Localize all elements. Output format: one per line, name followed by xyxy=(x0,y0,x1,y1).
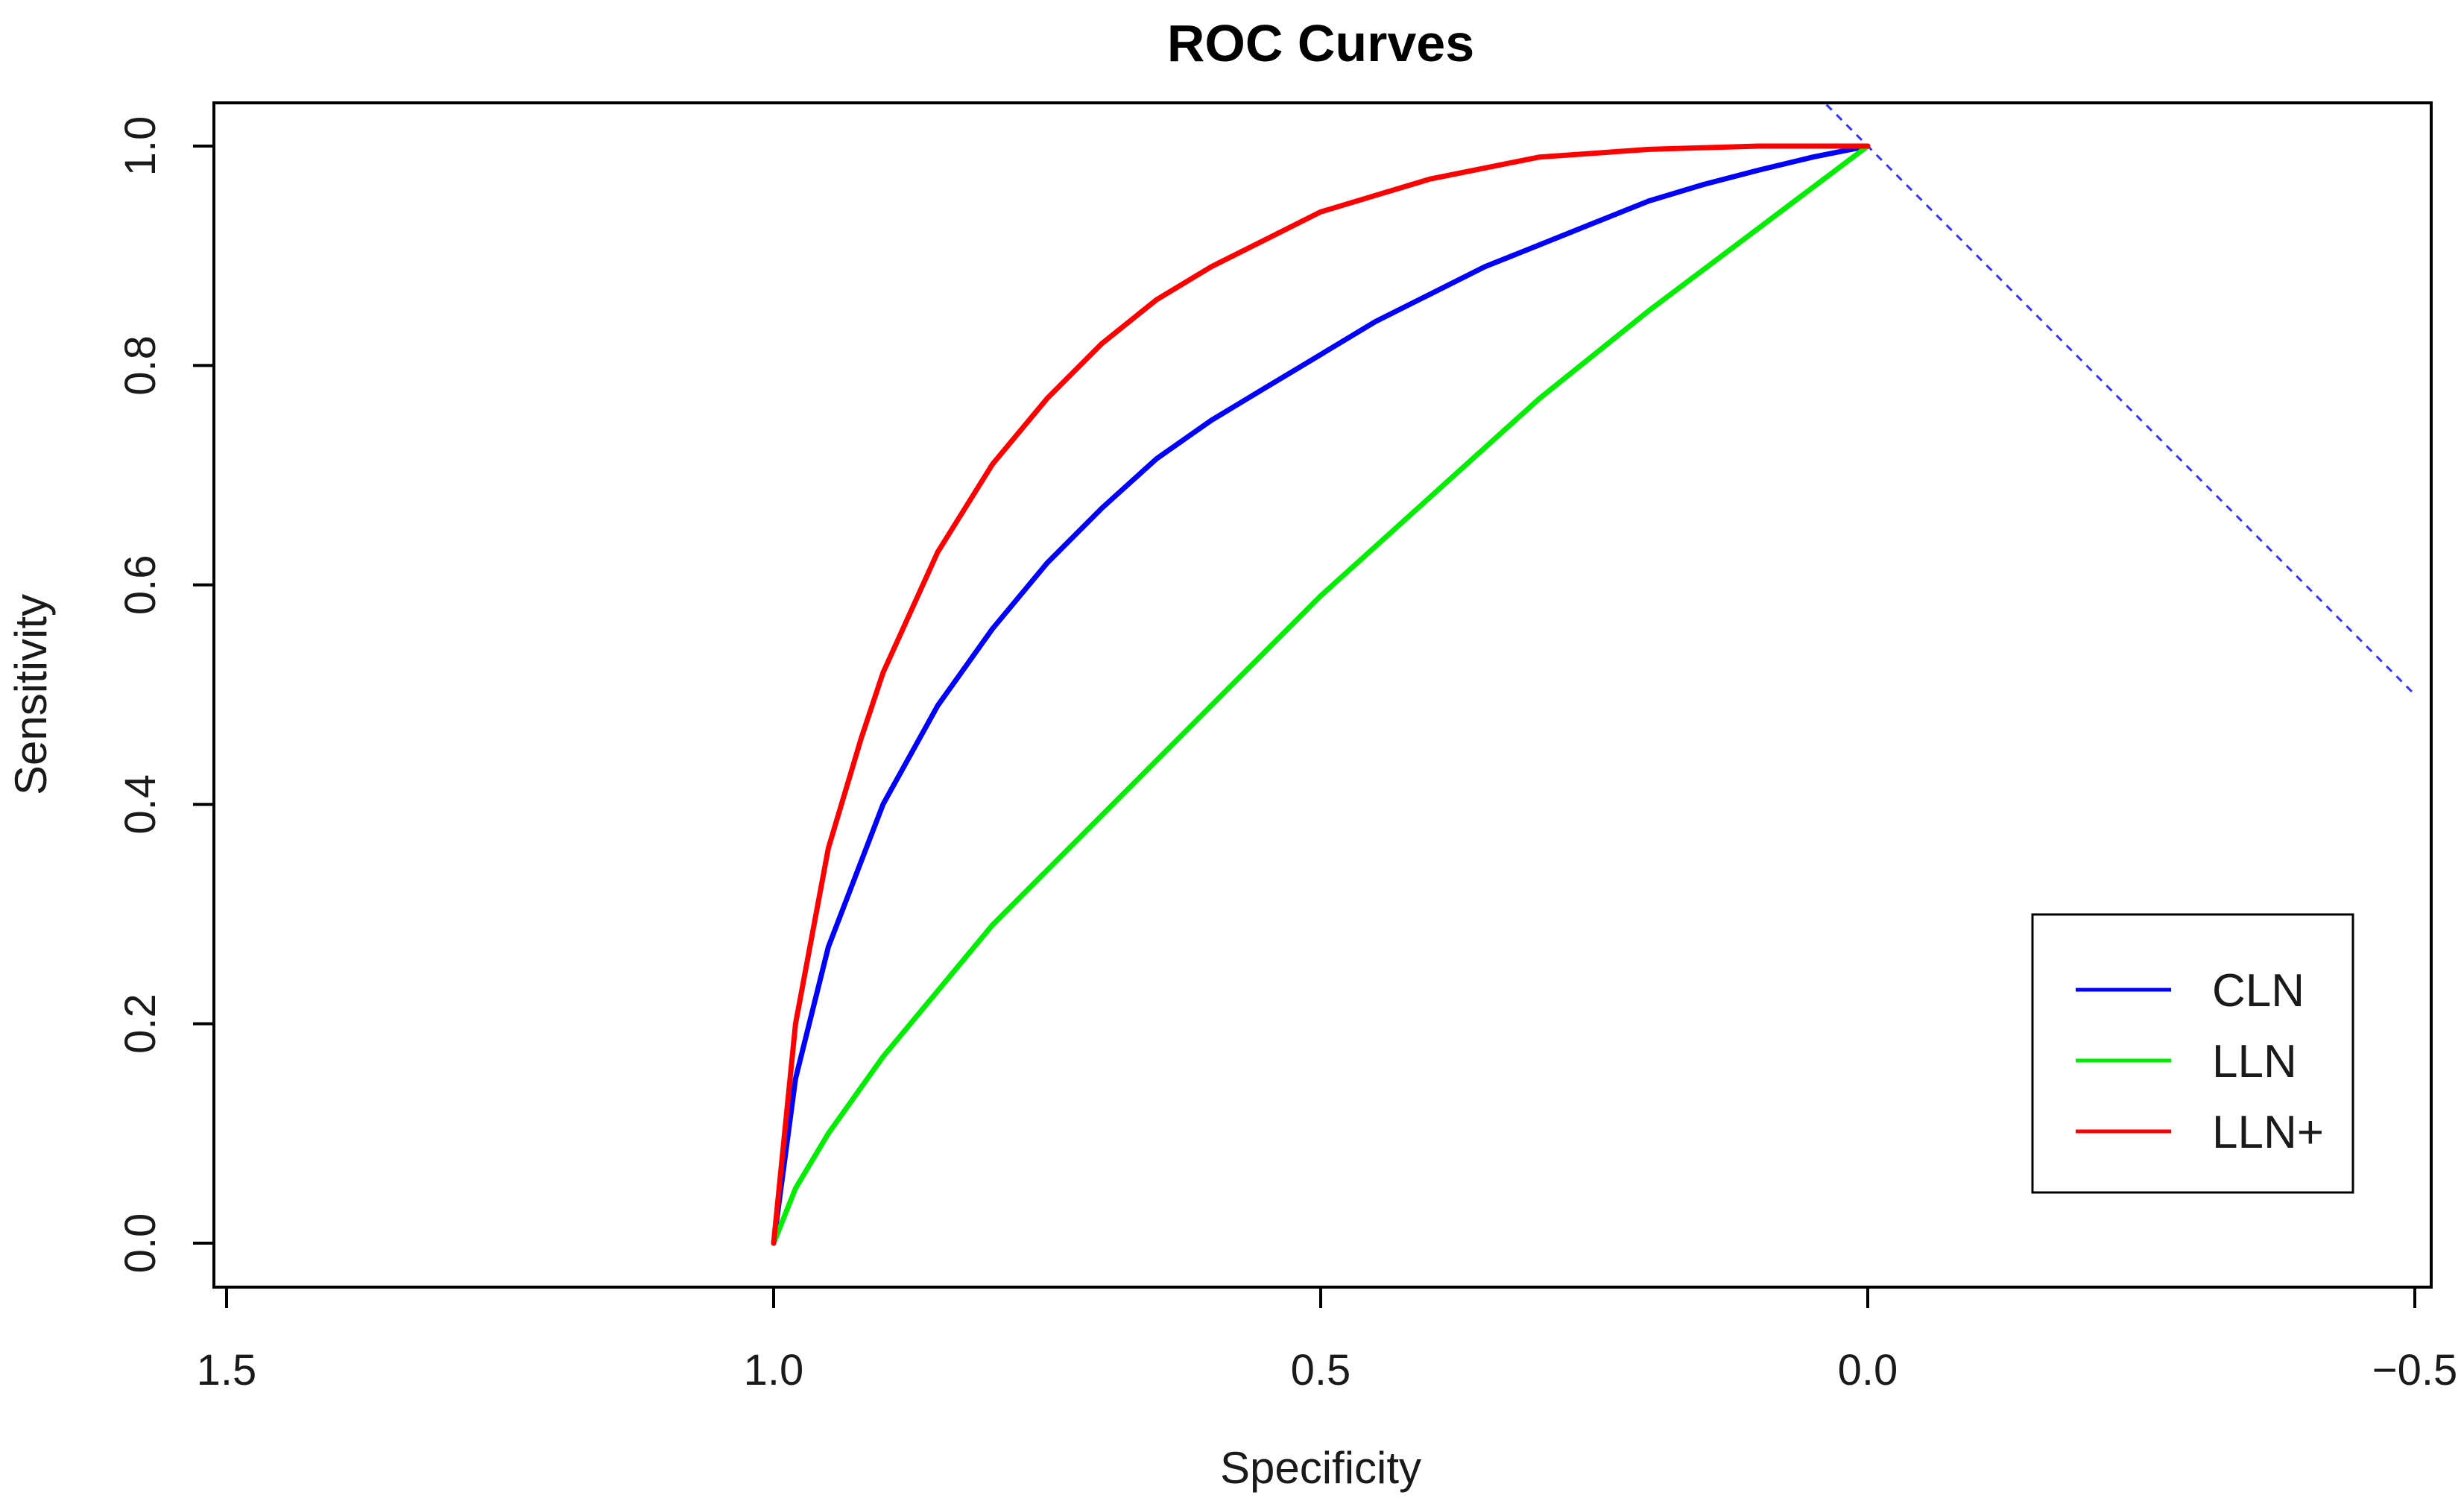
legend-label-lln-plus: LLN+ xyxy=(2212,1107,2324,1158)
y-tick-label: 0.6 xyxy=(116,555,165,615)
legend-box xyxy=(2031,913,2354,1194)
roc-line-lln-plus xyxy=(771,143,1871,1246)
x-tick-label: 1.0 xyxy=(744,1346,804,1394)
y-tick-label: 0.0 xyxy=(116,1213,165,1274)
x-tick-label: 1.5 xyxy=(197,1346,257,1394)
y-tick-label: 0.4 xyxy=(116,774,165,835)
y-tick-label: 1.0 xyxy=(116,116,165,177)
y-tick-label: 0.8 xyxy=(116,335,165,396)
legend: CLN LLN LLN+ xyxy=(2031,913,2354,1194)
x-axis-label: Specificity xyxy=(1220,1443,1421,1493)
x-tick-label: 0.0 xyxy=(1838,1346,1898,1394)
x-axis: 1.5 1.0 0.5 0.0 −0.5 xyxy=(197,1286,2458,1394)
chart-title: ROC Curves xyxy=(1167,14,1474,72)
y-axis: 0.0 0.2 0.4 0.6 0.8 1.0 xyxy=(116,116,215,1274)
x-tick-label: −0.5 xyxy=(2372,1346,2458,1394)
y-axis-label: Sensitivity xyxy=(6,594,56,795)
x-tick-label: 0.5 xyxy=(1291,1346,1351,1394)
chance-reference-line xyxy=(1825,104,2416,696)
y-tick-label: 0.2 xyxy=(116,993,165,1054)
legend-label-cln: CLN xyxy=(2212,965,2305,1017)
legend-label-lln: LLN xyxy=(2212,1036,2297,1087)
plot-area xyxy=(771,104,2416,1246)
roc-line-lln xyxy=(771,143,1871,1246)
roc-line-cln xyxy=(771,143,1871,1246)
